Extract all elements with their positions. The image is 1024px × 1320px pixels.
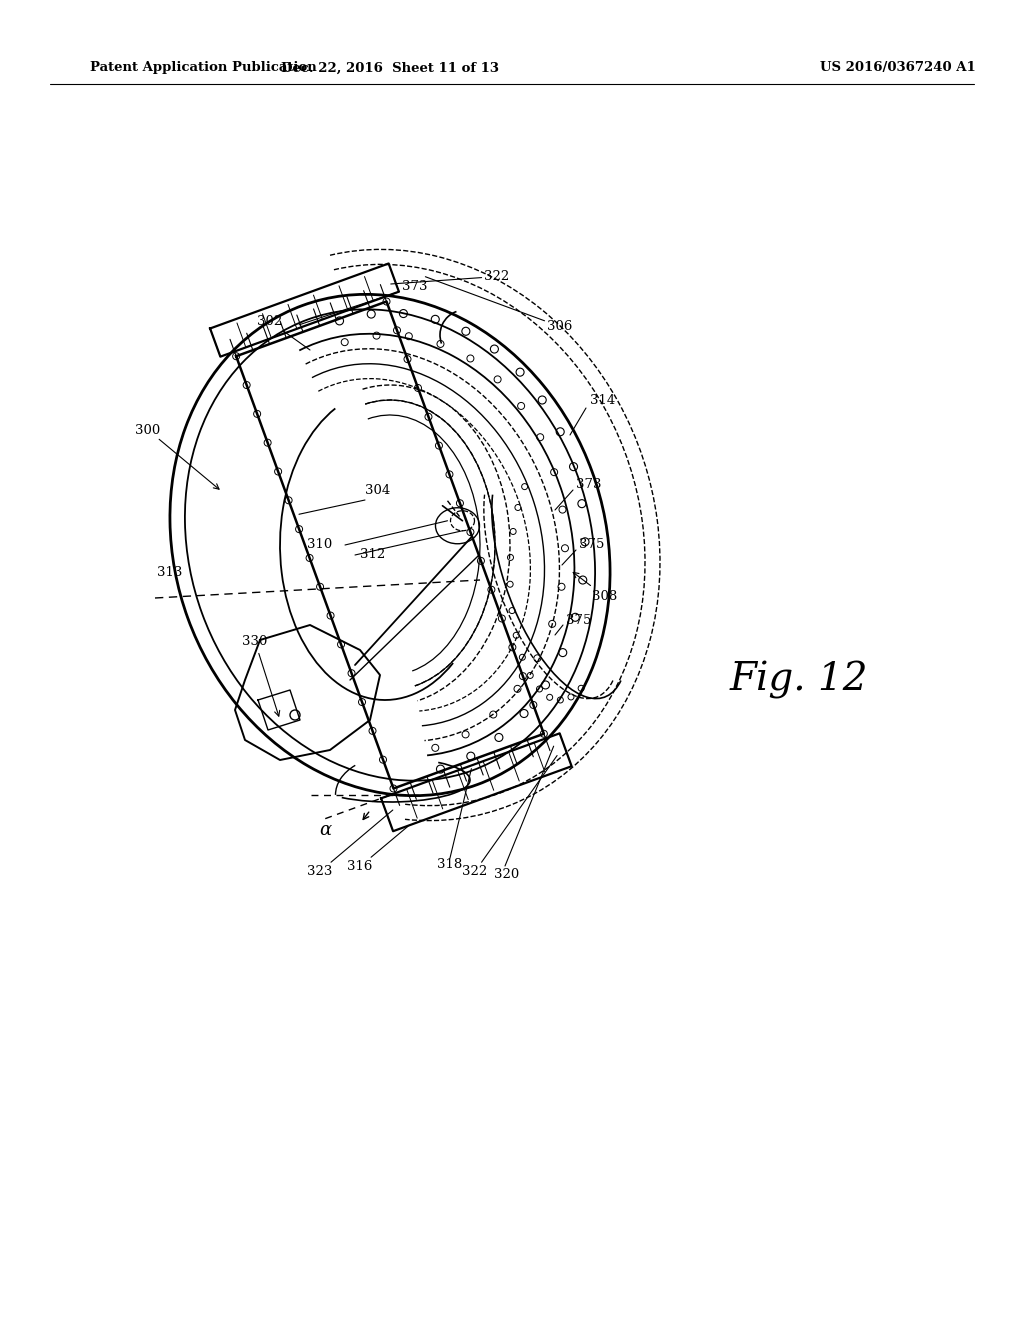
Text: 314: 314 [590,393,615,407]
Text: α: α [319,821,332,840]
Text: 323: 323 [307,810,393,878]
Text: 322: 322 [463,755,557,878]
Text: 300: 300 [135,424,219,490]
Text: 320: 320 [495,869,519,882]
Text: 308: 308 [573,573,617,603]
Text: 373: 373 [299,280,428,325]
Text: US 2016/0367240 A1: US 2016/0367240 A1 [820,62,976,74]
Text: 313: 313 [157,565,182,578]
Text: 330: 330 [243,635,280,717]
Text: 310: 310 [307,539,332,552]
Text: 312: 312 [360,549,385,561]
Text: 322: 322 [391,271,510,284]
Text: 373: 373 [575,479,601,491]
Text: 318: 318 [437,858,463,871]
Text: 302: 302 [257,315,310,350]
Text: 306: 306 [425,277,572,333]
Text: 375: 375 [579,539,604,552]
Text: Fig. 12: Fig. 12 [730,661,868,700]
Text: 316: 316 [347,826,409,873]
Text: 375: 375 [566,614,592,627]
Text: Dec. 22, 2016  Sheet 11 of 13: Dec. 22, 2016 Sheet 11 of 13 [281,62,499,74]
Text: 304: 304 [365,483,390,496]
Text: Patent Application Publication: Patent Application Publication [90,62,316,74]
